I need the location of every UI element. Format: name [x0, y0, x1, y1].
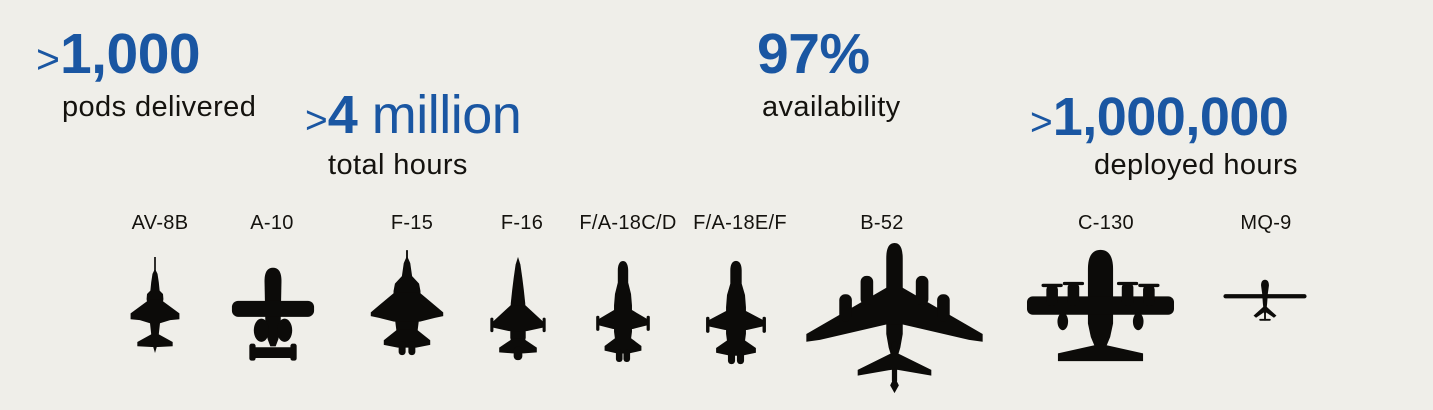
fa-18ef-silhouette-icon [706, 260, 766, 365]
av-8b-silhouette-icon [130, 257, 180, 353]
mq-9-silhouette-icon [1223, 279, 1307, 321]
aircraft-label-av8b: AV-8B [131, 212, 189, 234]
f-16-silhouette-icon [490, 256, 546, 361]
b-52-silhouette-icon [806, 242, 983, 394]
stat-availability: 97% availability [757, 26, 901, 122]
stat-availability-value: 97% [757, 26, 901, 83]
stat-pods-delivered-label: pods delivered [62, 91, 257, 123]
aircraft-label-f16: F-16 [500, 212, 544, 234]
f-15-silhouette-icon [370, 250, 444, 356]
aircraft-label-fa18cd: F/A-18C/D [579, 212, 677, 234]
stat-pods-delivered: >1,000 pods delivered [36, 26, 256, 122]
aircraft-label-fa18ef: F/A-18E/F [693, 212, 787, 234]
fa-18cd-silhouette-icon [596, 260, 650, 362]
greater-than-symbol: > [36, 36, 60, 82]
aircraft-label-a10: A-10 [250, 212, 294, 234]
aircraft-label-c130: C-130 [1078, 212, 1134, 234]
greater-than-symbol: > [305, 99, 328, 142]
greater-than-symbol: > [1030, 101, 1053, 144]
stat-regular-value: million [357, 85, 522, 145]
stat-deployed-hours-label: deployed hours [1094, 149, 1298, 181]
aircraft-label-b52: B-52 [860, 212, 904, 234]
stat-deployed-hours: >1,000,000 deployed hours [1030, 90, 1298, 180]
stat-bold-value: 4 [327, 85, 358, 145]
stat-total-hours-label: total hours [328, 149, 468, 181]
stat-total-hours: >4 million total hours [305, 85, 522, 181]
stat-bold-value: 97% [757, 22, 870, 86]
stat-total-hours-value: >4 million [305, 85, 522, 145]
stat-bold-value: 1,000,000 [1052, 87, 1289, 147]
stat-pods-delivered-value: >1,000 [36, 26, 256, 83]
c-130-silhouette-icon [1026, 249, 1175, 362]
stat-bold-value: 1,000 [59, 22, 201, 86]
aircraft-label-f15: F-15 [390, 212, 434, 234]
a-10-silhouette-icon [231, 267, 315, 361]
aircraft-label-mq9: MQ-9 [1240, 212, 1292, 234]
stat-deployed-hours-value: >1,000,000 [1030, 90, 1298, 144]
stat-availability-label: availability [762, 91, 901, 123]
